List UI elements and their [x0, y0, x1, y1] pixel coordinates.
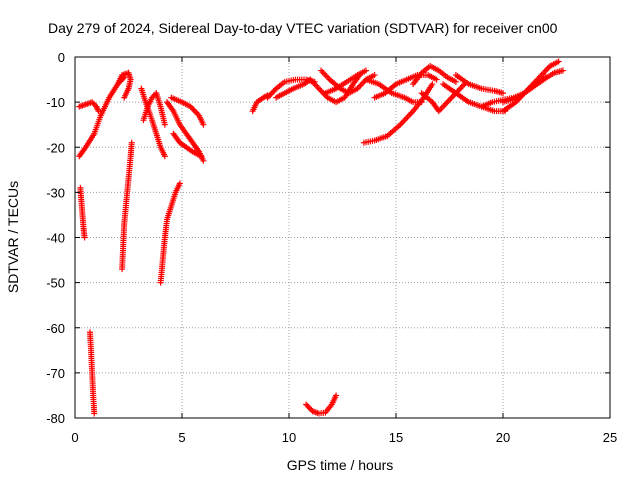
series-arc-15: [273, 76, 314, 101]
series-arc-18: [322, 67, 370, 97]
y-tick-label: -20: [46, 140, 65, 155]
data-point: [452, 78, 459, 85]
y-tick-label: -80: [46, 411, 65, 426]
data-points: [76, 58, 566, 417]
x-tick-label: 15: [389, 430, 403, 445]
data-point: [333, 392, 340, 399]
series-arc-2: [76, 74, 128, 160]
series-arc-1: [76, 99, 102, 115]
data-point: [121, 94, 128, 101]
series-arc-3: [114, 69, 134, 101]
x-tick-label: 25: [603, 430, 617, 445]
axis-ticks: 0 5 10 15 20 25 0 -10 -20 -30 -40 -50 -60 -70 -80: [46, 50, 617, 445]
chart-title: Day 279 of 2024, Sidereal Day-to-day VTE…: [48, 20, 558, 36]
series-arc-25: [452, 72, 506, 97]
x-tick-label: 0: [71, 430, 78, 445]
series-arc-19: [363, 76, 425, 106]
data-point: [176, 180, 183, 187]
y-tick-label: -70: [46, 366, 65, 381]
y-tick-label: -60: [46, 321, 65, 336]
data-point: [161, 153, 168, 160]
series-arc-4: [77, 184, 88, 241]
series-arc-11: [170, 130, 205, 160]
x-tick-label: 5: [178, 430, 185, 445]
data-point: [198, 153, 205, 160]
x-tick-label: 20: [496, 430, 510, 445]
series-arc-5: [86, 329, 98, 417]
data-point: [91, 410, 98, 417]
data-point: [429, 81, 436, 88]
data-point: [559, 67, 566, 74]
data-point: [500, 90, 506, 97]
data-point: [95, 108, 102, 115]
y-tick-label: -40: [46, 231, 65, 246]
data-point: [81, 234, 88, 241]
x-tick-label: 10: [282, 430, 296, 445]
series-arc-21: [360, 81, 436, 146]
series-arc-12: [168, 94, 207, 128]
series-arc-28: [500, 67, 566, 106]
data-point: [128, 139, 135, 146]
data-point: [161, 121, 168, 128]
series-arc-8: [140, 90, 168, 128]
series-arc-29: [303, 392, 340, 417]
y-tick-label: 0: [58, 50, 65, 65]
y-axis-label: SDTVAR / TECUs: [5, 181, 21, 293]
data-point: [555, 58, 562, 65]
y-tick-label: -10: [46, 95, 65, 110]
y-tick-label: -30: [46, 185, 65, 200]
data-point: [371, 72, 378, 79]
x-axis-label: GPS time / hours: [287, 457, 394, 473]
y-tick-label: -50: [46, 276, 65, 291]
data-point: [200, 121, 207, 128]
data-point: [433, 76, 440, 83]
series-arc-22: [410, 63, 459, 88]
data-point: [200, 157, 207, 164]
series-arc-9: [157, 180, 183, 286]
grid-lines: [75, 57, 610, 418]
data-point: [363, 67, 370, 74]
series-arc-6: [119, 139, 135, 273]
